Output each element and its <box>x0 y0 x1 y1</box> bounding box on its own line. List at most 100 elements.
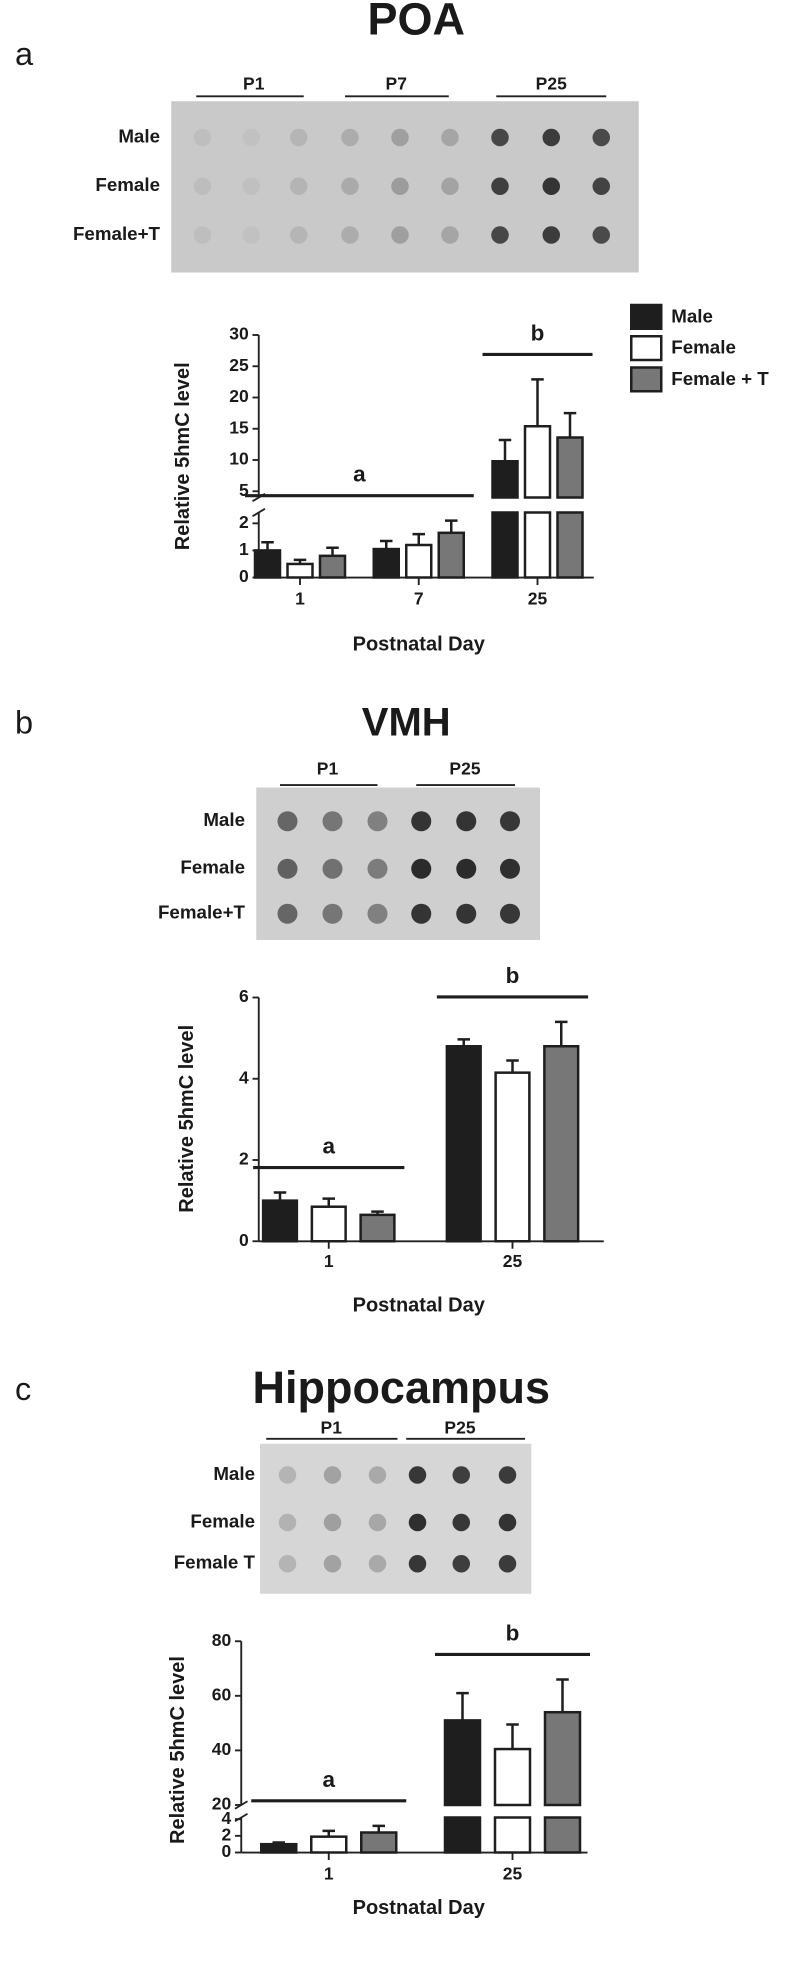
blot-dot <box>441 177 459 195</box>
panel-title: POA <box>367 0 465 44</box>
blot-dot <box>277 858 298 879</box>
blot-row-label: Male <box>213 1463 255 1484</box>
y-tick-label: 4 <box>222 1808 232 1828</box>
blot-column-label: P1 <box>243 74 265 94</box>
blot-dot <box>368 1466 387 1484</box>
y-tick-label: 20 <box>229 386 249 406</box>
bar <box>253 549 282 579</box>
blot-dot <box>341 177 359 195</box>
error-bar <box>261 541 274 551</box>
y-tick-label: 0 <box>222 1841 232 1861</box>
blot-dot <box>391 128 409 147</box>
bar <box>543 1816 582 1854</box>
y-axis-label: Relative 5hmC level <box>176 1025 198 1213</box>
blot-dot <box>323 1466 342 1484</box>
y-tick-label: 5 <box>239 480 249 500</box>
blot-dot <box>491 177 509 195</box>
blot-dot <box>441 226 459 244</box>
blot-dot <box>278 1466 297 1484</box>
blot-row-label: Female+T <box>73 223 161 244</box>
blot-dot <box>322 811 343 832</box>
y-tick-label: 20 <box>212 1794 232 1814</box>
blot-dot <box>592 226 610 244</box>
bar <box>286 562 314 579</box>
blot-dot <box>452 1555 470 1573</box>
bar <box>494 1071 531 1243</box>
legend-label: Female + T <box>671 368 769 389</box>
blot-dot <box>592 177 610 195</box>
bar <box>493 1816 532 1854</box>
y-axis-label: Relative 5hmC level <box>172 362 194 550</box>
bar <box>310 1835 348 1854</box>
panel-label: c <box>15 1371 31 1407</box>
x-tick-label: 1 <box>295 589 305 609</box>
blot-dot <box>290 177 308 195</box>
panel-label: b <box>15 705 33 741</box>
panel-title: Hippocampus <box>252 1362 550 1413</box>
blot-row-label: Male <box>118 125 160 146</box>
blot-column-label: P25 <box>444 1417 475 1437</box>
y-tick-label: 25 <box>229 355 249 375</box>
blot-dot <box>408 1466 427 1484</box>
blot-row-label: Female+T <box>158 902 246 923</box>
axis-break <box>252 507 266 518</box>
bar <box>437 531 465 579</box>
blot-row-label: Female T <box>174 1552 256 1573</box>
y-tick-label: 1 <box>239 539 249 559</box>
blot-dot <box>411 811 432 832</box>
y-tick-label: 30 <box>229 324 249 344</box>
y-tick-label: 80 <box>212 1630 232 1650</box>
blot-dot <box>341 226 359 244</box>
y-tick-label: 4 <box>239 1067 249 1087</box>
blot-dot <box>592 128 610 147</box>
bar <box>310 1205 347 1243</box>
blot-dot <box>367 903 388 924</box>
blot-column-label: P1 <box>321 1417 343 1437</box>
x-axis-label: Postnatal Day <box>353 1897 486 1919</box>
y-tick-label: 0 <box>239 1230 249 1250</box>
blot-dot <box>193 177 212 195</box>
group-letter: b <box>531 320 545 345</box>
blot-dot <box>500 858 520 879</box>
group-letter: a <box>322 1133 335 1158</box>
group-letter: a <box>322 1767 335 1792</box>
error-bar <box>293 558 307 564</box>
panel-label: a <box>15 36 34 72</box>
legend-label: Male <box>671 305 713 326</box>
blot-dot <box>322 903 343 924</box>
blot-membrane <box>260 1443 532 1594</box>
y-tick-label: 2 <box>239 1149 249 1169</box>
bar-upper <box>543 1710 582 1807</box>
group-letter: a <box>353 462 366 487</box>
bar <box>372 547 400 579</box>
blot-dot <box>491 128 509 147</box>
blot-dot <box>242 128 260 147</box>
blot-dot <box>242 177 260 195</box>
blot-dot <box>542 226 560 244</box>
error-bar <box>322 1197 335 1207</box>
axis-break <box>234 1812 248 1823</box>
blot-dot <box>452 1513 470 1532</box>
error-bar <box>506 1723 519 1750</box>
x-tick-label: 1 <box>324 1864 334 1884</box>
error-bar <box>371 1210 384 1215</box>
blot-column-label: P1 <box>317 759 339 779</box>
bar <box>556 511 584 579</box>
blot-dot <box>277 811 298 832</box>
blot-dot <box>290 226 308 244</box>
error-bar <box>273 1191 287 1201</box>
error-bar <box>322 1829 335 1837</box>
panel-title: VMH <box>362 701 451 745</box>
legend-swatch <box>630 303 663 330</box>
blot-dot <box>456 903 477 924</box>
y-tick-label: 10 <box>229 449 249 469</box>
group-letter: b <box>506 963 520 988</box>
x-tick-label: 25 <box>503 1864 523 1884</box>
y-tick-label: 2 <box>239 512 249 532</box>
y-axis-label: Relative 5hmC level <box>167 1656 189 1844</box>
x-axis-label: Postnatal Day <box>353 633 486 655</box>
error-bar <box>445 519 458 533</box>
blot-dot <box>498 1466 517 1484</box>
blot-dot <box>542 128 560 147</box>
blot-dot <box>277 903 298 924</box>
